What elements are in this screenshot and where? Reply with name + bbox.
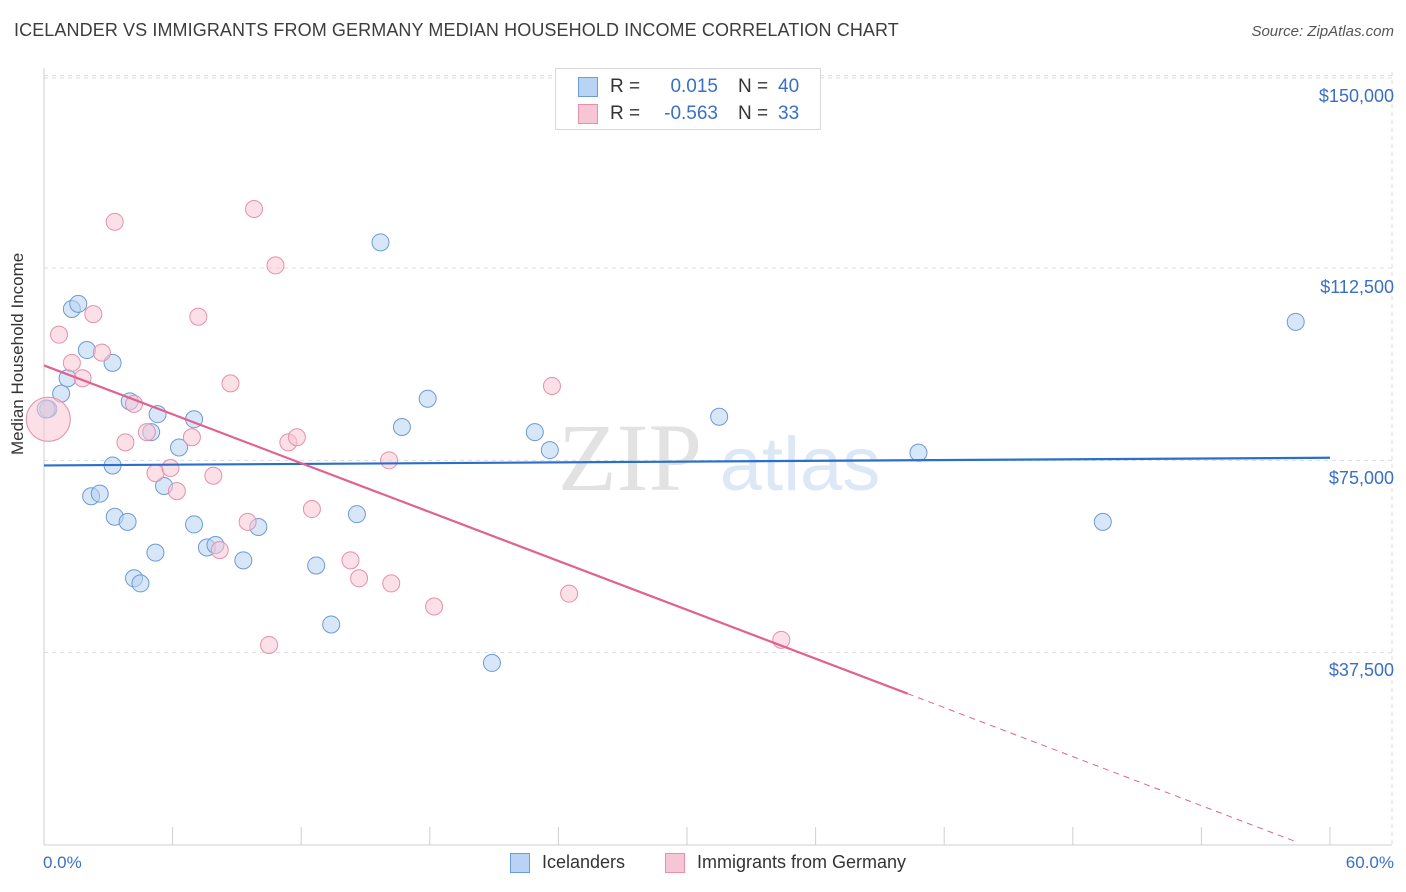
icelander-point: [482, 653, 501, 672]
germany-point: [560, 584, 579, 603]
germany-point: [425, 597, 444, 616]
icelander-point: [307, 556, 326, 575]
germany-point: [62, 353, 81, 372]
icelander-point: [392, 417, 411, 436]
germany-point: [238, 512, 257, 531]
legend-swatch-blue: [578, 77, 598, 97]
germany-point: [161, 459, 180, 478]
y-tick-label-37500: $37,500: [1328, 660, 1394, 680]
germany-point: [50, 325, 69, 344]
germany-point: [380, 451, 399, 470]
icelander-point: [1286, 312, 1305, 331]
legend-swatch-pink: [665, 852, 685, 873]
axes: [43, 68, 1392, 846]
watermark-zip: ZIP: [558, 404, 702, 511]
icelander-point: [90, 484, 109, 503]
germany-point: [167, 482, 186, 501]
germany-point: [341, 551, 360, 570]
germany-point: [84, 305, 103, 324]
germany-point: [287, 428, 306, 447]
y-tick-label-112500: $112,500: [1320, 277, 1394, 297]
watermark: ZIP atlas: [558, 404, 880, 511]
germany-point: [137, 423, 156, 442]
icelander-point: [909, 443, 928, 462]
germany-point: [221, 374, 240, 393]
germany-point: [350, 569, 369, 588]
icelander-point: [418, 389, 437, 408]
icelander-point: [1093, 512, 1112, 531]
icelander-trend-line: [43, 456, 1331, 467]
germany-trend-line: [43, 364, 909, 695]
icelander-point: [347, 505, 366, 524]
icelander-point: [185, 515, 204, 534]
germany-point: [266, 256, 285, 275]
n-value: 40: [778, 76, 800, 97]
germany-point: [245, 200, 264, 218]
y-tick-label-150000: $150,000: [1318, 86, 1394, 106]
trend-lines: [43, 364, 1331, 843]
germany-point: [542, 376, 561, 395]
germany-point: [92, 343, 111, 362]
germany-point: [105, 212, 124, 231]
germany-point: [302, 500, 321, 519]
icelander-point: [371, 233, 390, 252]
germany-point: [210, 541, 229, 560]
y-tick-label-75000: $75,000: [1328, 468, 1394, 488]
legend-swatch-pink: [578, 104, 598, 124]
germany-point: [189, 307, 208, 326]
r-label: R =: [610, 103, 641, 124]
legend-label-germany: Immigrants from Germany: [697, 852, 907, 872]
n-value: 33: [778, 103, 800, 124]
legend-item-germany[interactable]: Immigrants from Germany: [665, 852, 906, 873]
germany-trend-line-extrapolated: [907, 693, 1299, 843]
icelander-point: [170, 438, 189, 457]
stats-legend-row-icelanders: R = 0.015 N = 40: [578, 75, 799, 99]
icelander-point: [234, 551, 253, 570]
chart-source: Source: ZipAtlas.com: [1251, 23, 1394, 40]
watermark-atlas: atlas: [720, 422, 881, 507]
germany-point: [116, 433, 135, 452]
r-label: R =: [610, 76, 641, 97]
r-value: 0.015: [670, 76, 718, 97]
germany-point: [204, 466, 223, 485]
legend-swatch-blue: [510, 852, 530, 873]
germany-point: [382, 574, 401, 593]
x-tick-label-min: 0.0%: [43, 853, 82, 872]
n-label: N =: [738, 103, 769, 124]
data-points: [25, 200, 1305, 672]
legend-item-icelanders[interactable]: Icelanders: [510, 852, 625, 873]
chart-title: ICELANDER VS IMMIGRANTS FROM GERMANY MED…: [14, 20, 899, 40]
germany-point: [25, 396, 71, 442]
n-label: N =: [738, 76, 769, 97]
y-axis-label: Median Household Income: [8, 252, 27, 455]
r-value: -0.563: [664, 103, 718, 124]
icelander-point: [146, 543, 165, 562]
icelander-point: [710, 407, 729, 426]
germany-point: [182, 428, 201, 447]
germany-point: [260, 635, 279, 654]
stats-legend-row-germany: R = -0.563 N = 33: [578, 102, 799, 126]
icelander-point: [131, 574, 150, 593]
x-tick-label-max: 60.0%: [1345, 853, 1394, 872]
icelander-point: [525, 423, 544, 442]
icelander-point: [540, 441, 559, 460]
legend-label-icelanders: Icelanders: [542, 852, 626, 872]
icelander-point: [118, 512, 137, 531]
icelander-point: [322, 615, 341, 634]
icelander-point: [69, 294, 88, 313]
icelander-point: [77, 341, 96, 360]
germany-point: [146, 464, 165, 483]
stats-legend: R = 0.015 N = 40 R = -0.563 N = 33: [555, 68, 821, 130]
